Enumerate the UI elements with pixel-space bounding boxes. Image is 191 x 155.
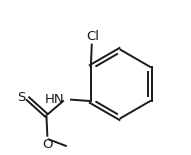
Text: O: O: [42, 137, 53, 151]
Text: HN: HN: [44, 93, 64, 106]
Text: S: S: [17, 91, 26, 104]
Text: Cl: Cl: [86, 30, 99, 43]
